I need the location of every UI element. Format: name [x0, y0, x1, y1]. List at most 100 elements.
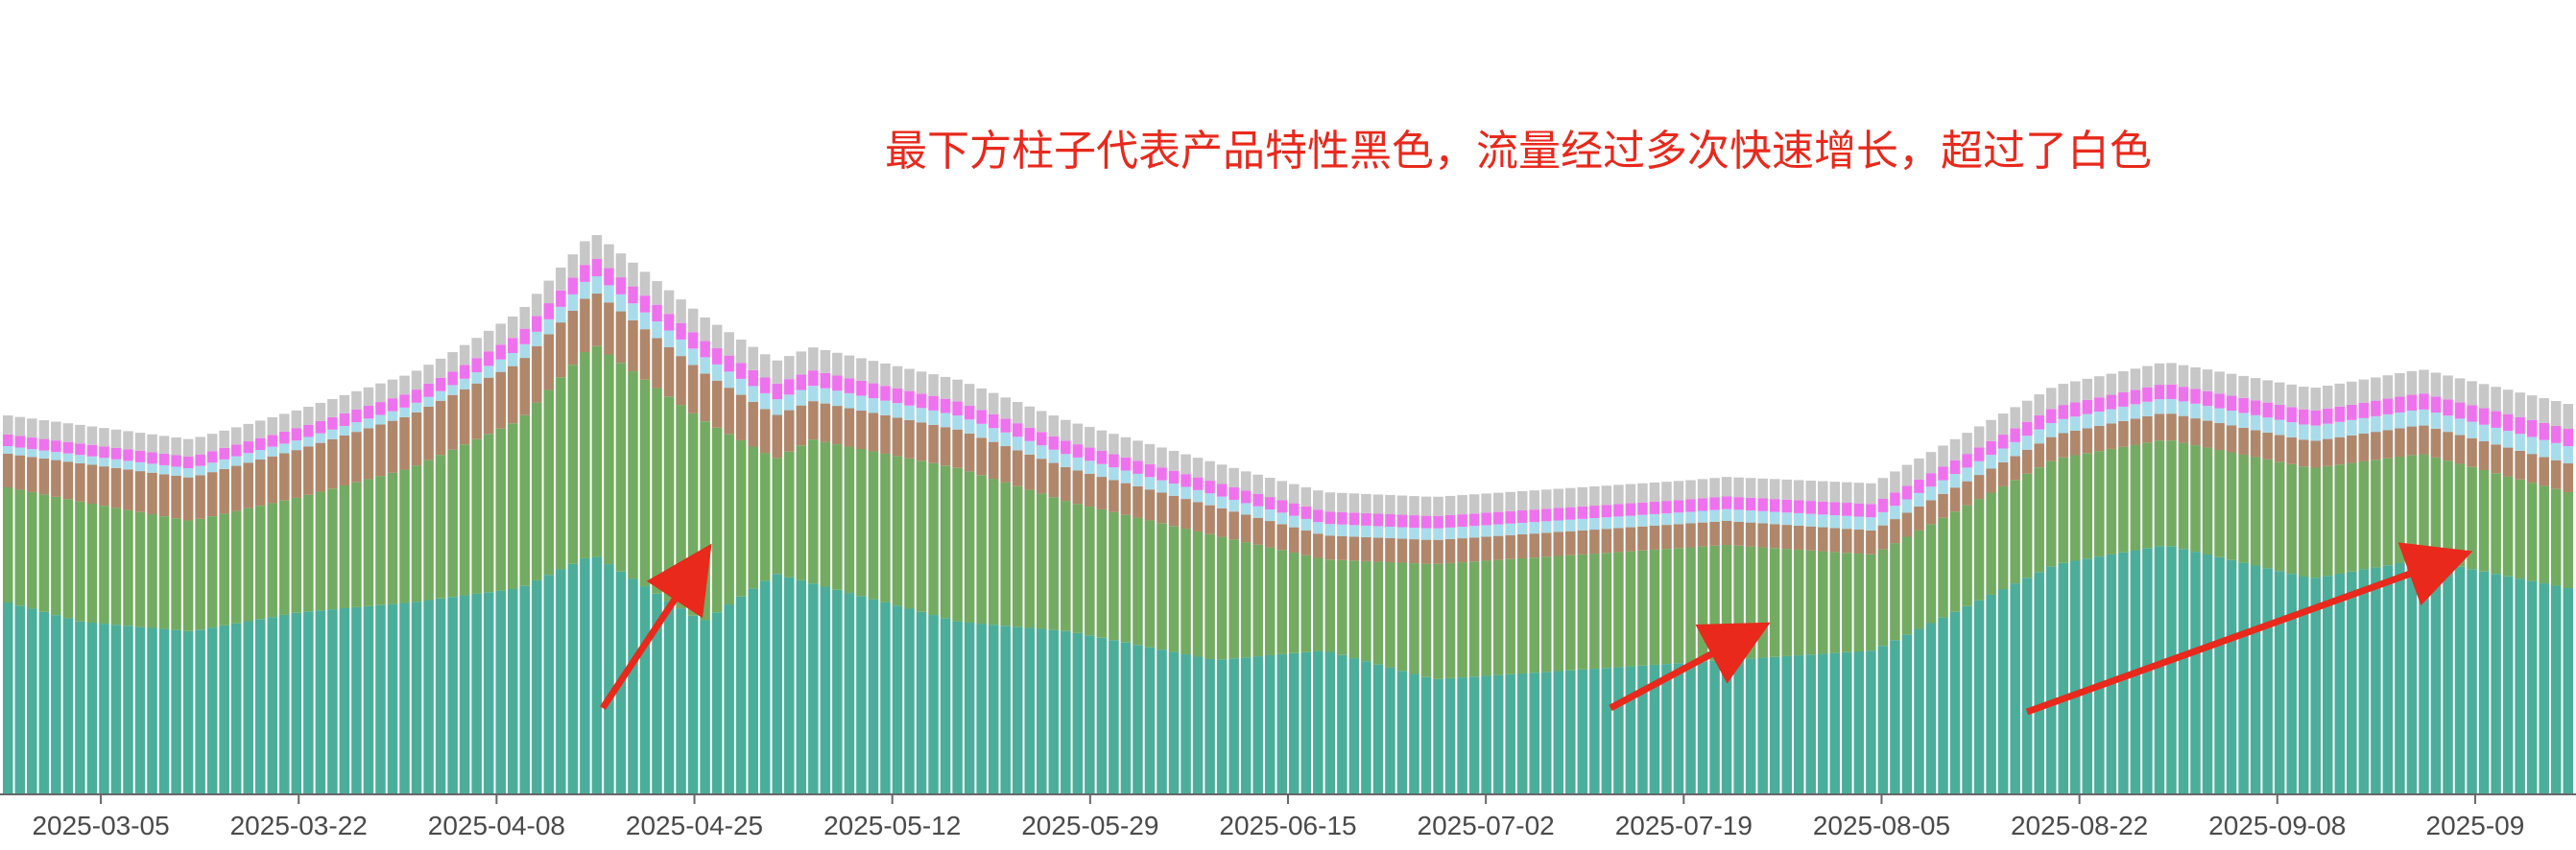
bar-segment: [1313, 650, 1324, 794]
bar-segment: [243, 423, 253, 442]
bar-segment: [2323, 576, 2333, 794]
bar-segment: [423, 383, 434, 397]
bar-segment: [652, 321, 662, 339]
bar-segment: [2371, 400, 2381, 416]
bar-segment: [2478, 408, 2490, 425]
bar-segment: [1289, 503, 1300, 516]
bar-segment: [2419, 425, 2429, 455]
bar-segment: [820, 586, 831, 794]
bar-segment: [254, 459, 266, 507]
bar-segment: [2454, 402, 2466, 419]
bar-segment: [1289, 527, 1300, 554]
bar-segment: [916, 422, 927, 461]
bar-segment: [1264, 509, 1276, 522]
bar-segment: [759, 354, 771, 378]
bar-segment: [2430, 413, 2442, 429]
bar-segment: [279, 431, 290, 444]
bar-segment: [363, 605, 374, 794]
bar-segment: [1577, 506, 1588, 519]
bar-segment: [2323, 465, 2333, 577]
bar-segment: [844, 446, 855, 594]
bar-segment: [2154, 440, 2165, 547]
bar-segment: [1577, 669, 1588, 794]
bar-segment: [1601, 529, 1612, 554]
bar-segment: [1120, 457, 1132, 471]
bar-segment: [687, 615, 699, 794]
bar-segment: [1372, 513, 1384, 527]
bar-segment: [1709, 660, 1720, 794]
bar-segment: [2491, 473, 2501, 575]
bar-segment: [2045, 460, 2057, 567]
bar-segment: [1685, 662, 1696, 794]
trend-arrow-july: [1609, 622, 1771, 712]
bar-segment: [904, 608, 915, 794]
bar-segment: [1577, 554, 1588, 670]
bar-segment: [435, 390, 446, 401]
bar-segment: [1781, 549, 1792, 656]
bar-segment: [1973, 426, 1985, 448]
bar-segment: [411, 465, 422, 602]
bar-segment: [254, 420, 266, 438]
bar-segment: [1264, 497, 1276, 510]
bar-segment: [543, 575, 555, 794]
bar-segment: [735, 339, 747, 364]
bar-segment: [1457, 538, 1467, 563]
bar-segment: [279, 453, 290, 501]
bar-segment: [2166, 413, 2177, 441]
bar-segment: [687, 348, 699, 366]
bar-segment: [1192, 458, 1204, 478]
bar-segment: [2226, 395, 2237, 412]
bar-segment: [1745, 497, 1756, 511]
bar-segment: [844, 355, 855, 379]
bar-segment: [1216, 484, 1228, 497]
bar-segment: [1144, 489, 1156, 521]
bar-segment: [327, 488, 338, 610]
bar-segment: [1385, 513, 1395, 527]
bar-segment: [676, 299, 686, 323]
bar-segment: [2550, 425, 2562, 443]
bar-segment: [940, 465, 951, 619]
bar-segment: [230, 444, 242, 457]
bar-segment: [1721, 477, 1732, 497]
bar-segment: [1973, 447, 1985, 461]
bar-segment: [1709, 497, 1720, 510]
bar-segment: [820, 372, 831, 389]
bar-segment: [2298, 576, 2309, 794]
bar-segment: [2347, 381, 2357, 405]
bar-segment: [134, 461, 146, 472]
bar-segment: [2550, 460, 2562, 489]
bar-segment: [1805, 654, 1817, 794]
bar-segment: [2323, 385, 2333, 409]
bar-segment: [1997, 589, 2009, 794]
bar-segment: [147, 472, 157, 514]
bar-segment: [1048, 436, 1060, 450]
bar-segment: [2106, 423, 2117, 449]
bar-segment: [1709, 478, 1720, 498]
bar-segment: [556, 377, 566, 570]
bar-segment: [1697, 661, 1708, 794]
bar-segment: [1721, 521, 1732, 546]
bar-segment: [2526, 483, 2538, 581]
bar-segment: [51, 615, 61, 794]
bar-segment: [3, 446, 13, 454]
bar-segment: [1337, 524, 1348, 536]
bar-segment: [580, 265, 590, 282]
bar-segment: [1313, 490, 1324, 510]
bar-segment: [1781, 512, 1792, 526]
bar-segment: [772, 414, 783, 459]
bar-segment: [2467, 405, 2477, 422]
bar-segment: [892, 456, 903, 606]
bar-segment: [1157, 523, 1167, 650]
bar-segment: [1589, 518, 1600, 531]
bar-segment: [2045, 409, 2057, 423]
bar-segment: [2226, 559, 2237, 794]
bar-segment: [495, 344, 506, 360]
bar-segment: [2454, 378, 2466, 403]
bar-segment: [1396, 562, 1408, 672]
bar-segment: [471, 338, 482, 359]
bar-segment: [1324, 492, 1336, 512]
bar-segment: [1601, 485, 1612, 506]
bar-segment: [1444, 495, 1456, 515]
bar-segment: [1757, 498, 1768, 511]
bar-segment: [988, 392, 999, 414]
